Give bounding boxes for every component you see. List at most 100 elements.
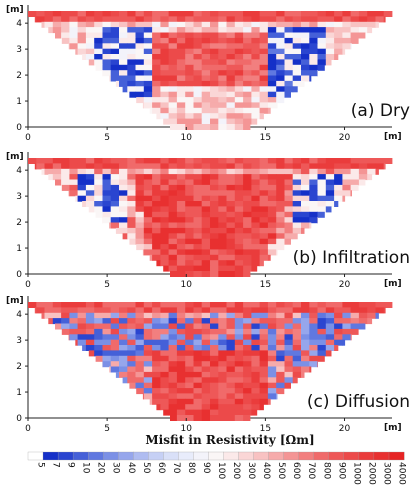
model-cell — [259, 195, 269, 202]
model-cell — [176, 86, 186, 93]
model-cell — [160, 37, 170, 44]
model-cell — [350, 328, 359, 335]
x-tick-label: 0 — [25, 133, 31, 143]
model-cell — [135, 377, 145, 384]
model-cell — [234, 201, 244, 207]
model-cell — [127, 70, 136, 77]
model-cell — [226, 107, 236, 114]
model-cell — [193, 102, 203, 109]
model-cell — [334, 168, 343, 175]
colorbar-cell — [57, 451, 74, 461]
model-cell — [350, 190, 352, 197]
model-cell — [309, 339, 318, 346]
model-cell — [276, 238, 285, 245]
model-cell — [201, 64, 211, 71]
model-cell — [243, 371, 252, 378]
model-cell — [135, 345, 145, 351]
model-cell — [267, 11, 277, 17]
model-cell — [127, 158, 136, 164]
model-cell — [276, 59, 285, 66]
model-cell — [127, 334, 136, 341]
model-cell — [259, 158, 269, 164]
model-cell — [135, 206, 145, 213]
model-cell — [185, 91, 194, 98]
model-cell — [176, 184, 186, 191]
model-cell — [301, 307, 310, 314]
model-cell — [234, 86, 244, 93]
model-cell — [317, 334, 327, 341]
model-cell — [334, 179, 343, 186]
model-cell — [143, 206, 153, 213]
model-cell — [226, 345, 236, 351]
model-cell — [69, 312, 79, 319]
model-cell — [152, 206, 161, 213]
model-cell — [284, 43, 294, 50]
model-cell — [234, 409, 244, 416]
model-cell — [127, 32, 136, 39]
model-cell — [152, 398, 161, 405]
model-cell — [218, 361, 227, 368]
model-cell — [243, 48, 252, 55]
model-cell — [251, 37, 261, 44]
model-cell — [201, 254, 211, 261]
model-cell — [276, 86, 285, 93]
model-cell — [127, 80, 136, 87]
model-cell — [334, 27, 343, 34]
model-cell — [176, 102, 186, 109]
model-cell — [152, 107, 161, 114]
colorbar-tick-label: 800 — [321, 462, 331, 479]
model-cell — [234, 211, 244, 218]
model-cell — [243, 107, 252, 114]
model-cell — [243, 345, 252, 351]
model-cell — [127, 48, 136, 55]
model-cell — [135, 80, 145, 87]
model-cell — [95, 211, 103, 218]
model-cell — [185, 21, 194, 28]
model-cell — [251, 382, 261, 389]
colorbar-tick-label: 80 — [186, 462, 196, 474]
model-cell — [317, 48, 327, 55]
model-cell — [127, 59, 136, 66]
model-cell — [226, 371, 236, 378]
model-cell — [301, 70, 310, 77]
y-unit-label: [m] — [6, 296, 24, 306]
model-cell — [168, 201, 178, 207]
model-cell — [234, 222, 244, 229]
model-cell — [251, 393, 261, 400]
model-cell — [309, 21, 318, 28]
model-cell — [176, 179, 186, 186]
model-cell — [185, 371, 194, 378]
colorbar-tick-label: 500 — [276, 462, 286, 479]
model-cell — [317, 350, 327, 357]
model-cell — [284, 323, 294, 330]
model-cell — [251, 107, 261, 114]
model-cell — [176, 271, 186, 277]
model-cell — [334, 302, 343, 308]
model-cell — [325, 201, 335, 207]
model-cell — [276, 328, 285, 335]
model-cell — [226, 54, 236, 60]
model-cell — [234, 64, 244, 71]
model-cell — [152, 163, 161, 170]
model-cell — [210, 271, 219, 277]
model-cell — [185, 404, 194, 411]
model-cell — [284, 184, 294, 191]
model-cell — [160, 227, 170, 234]
x-tick-label: 5 — [104, 280, 110, 290]
model-cell — [259, 339, 269, 346]
model-cell — [85, 48, 95, 55]
model-cell — [168, 163, 178, 170]
x-unit-label: [m] — [384, 132, 402, 142]
model-cell — [218, 168, 227, 175]
model-cell — [218, 244, 227, 251]
model-cell — [276, 184, 285, 191]
model-cell — [218, 227, 227, 234]
model-cell — [102, 339, 112, 346]
model-cell — [210, 318, 219, 325]
model-cell — [234, 398, 244, 405]
model-cell — [309, 75, 312, 82]
model-cell — [226, 415, 236, 421]
model-cell — [309, 217, 318, 224]
model-cell — [325, 32, 335, 39]
model-cell — [168, 260, 178, 267]
